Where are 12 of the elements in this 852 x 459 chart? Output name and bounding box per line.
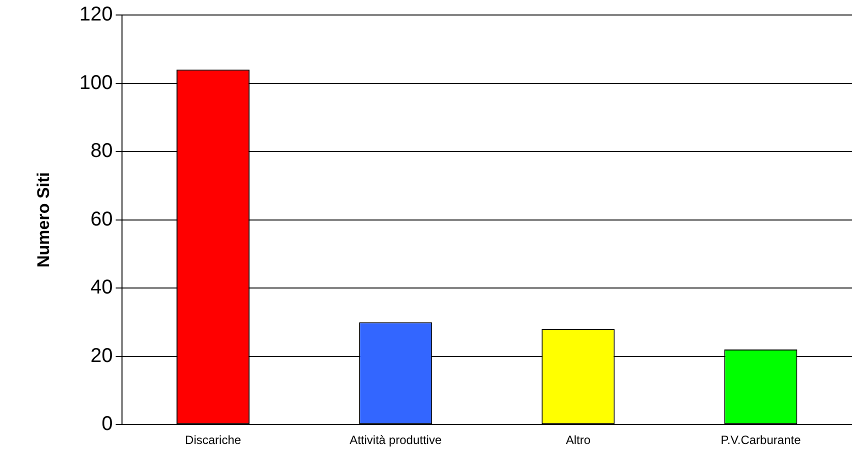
y-tick-label: 40: [90, 276, 113, 299]
y-tick-label: 80: [90, 140, 113, 162]
x-tick-label: P.V.Carburante: [720, 433, 802, 448]
y-tick-label: 100: [79, 72, 113, 94]
x-tick-label: Attività produttive: [350, 433, 442, 448]
y-tick-label: 20: [90, 344, 113, 367]
x-tick-label: Discariche: [185, 433, 242, 448]
y-tick-label: 0: [102, 413, 113, 436]
y-tick-label: 120: [79, 4, 113, 26]
x-tick-label: Altro: [566, 433, 591, 448]
y-axis-title: Numero Siti: [34, 172, 53, 268]
y-tick-label: 60: [90, 208, 113, 230]
